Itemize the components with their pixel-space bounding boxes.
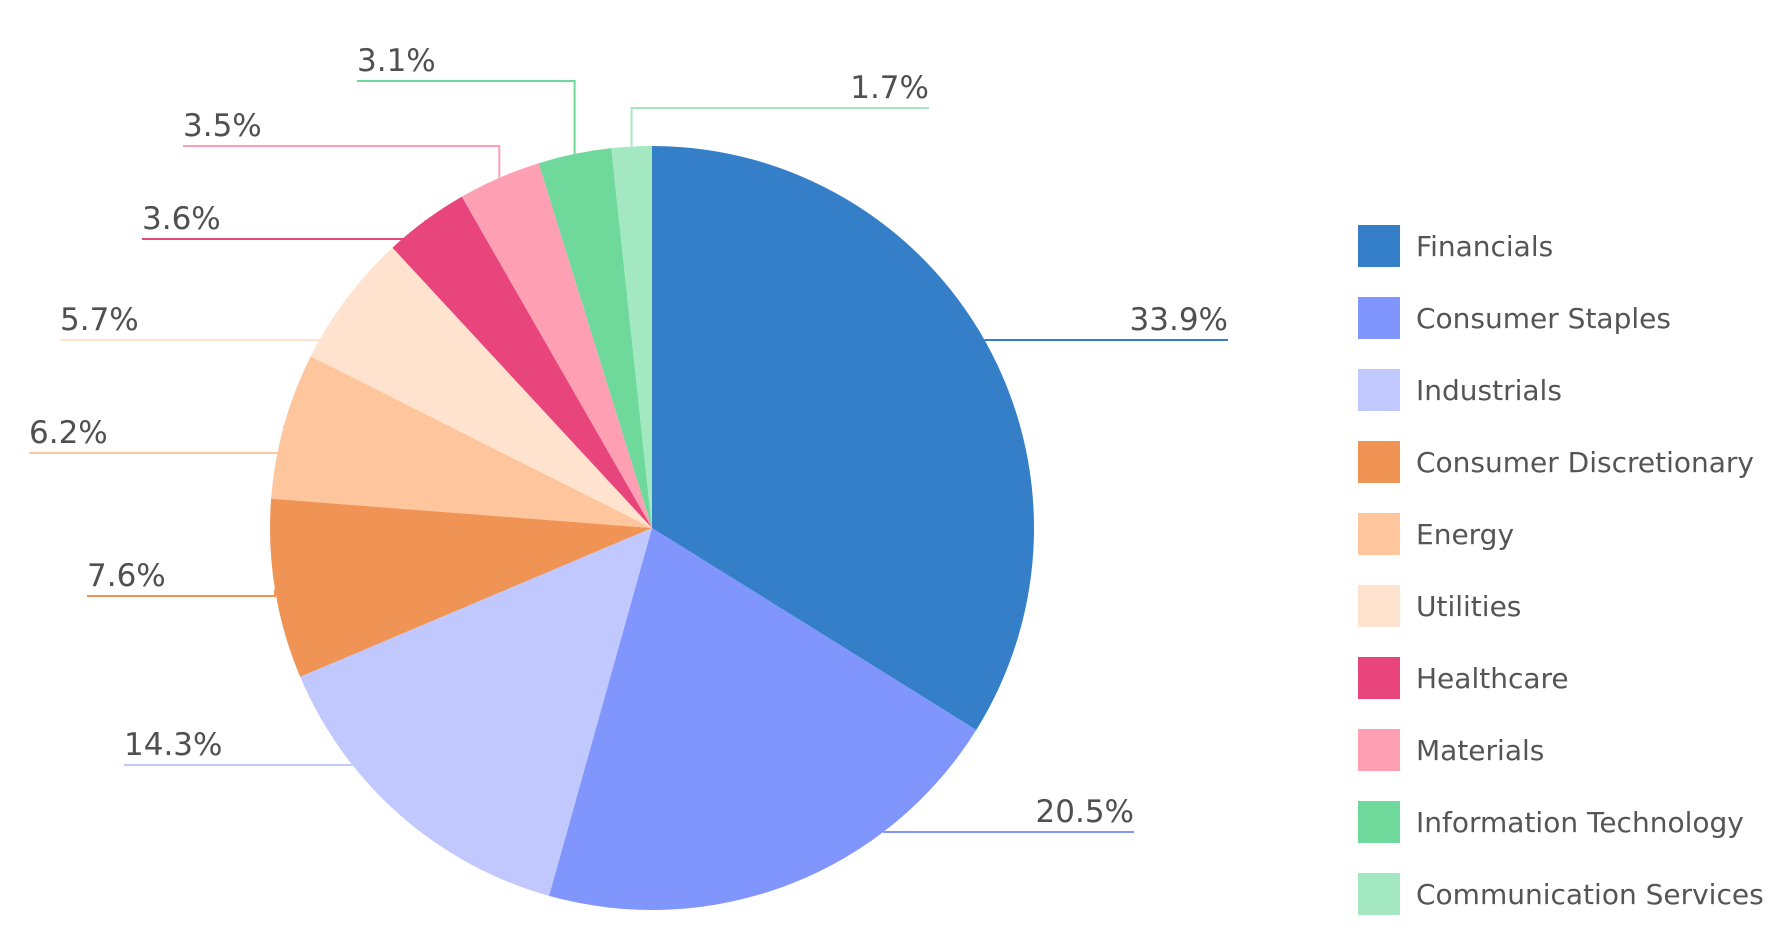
pie-slice-energy xyxy=(271,356,652,528)
leader-line-information-technology xyxy=(357,80,576,154)
legend-label-consumer-staples: Consumer Staples xyxy=(1416,302,1671,335)
pie-slice-information-technology xyxy=(538,148,652,529)
pie-slice-consumer-discretionary xyxy=(270,498,652,677)
pie-slice-utilities xyxy=(310,247,652,528)
slice-label-consumer-discretionary: 7.6% xyxy=(87,558,166,594)
slice-label-industrials: 14.3% xyxy=(124,727,222,763)
slice-label-financials: 33.9% xyxy=(1130,302,1228,338)
leader-line-energy xyxy=(29,425,285,454)
slice-label-healthcare: 3.6% xyxy=(142,201,221,237)
slice-label-communication-services: 1.7% xyxy=(850,70,929,106)
legend-swatch-communication-services xyxy=(1358,873,1400,915)
slice-labels: 33.9% 20.5% 14.3% 7.6% 6.2% 5.7% 3.6% 3.5% 3.1% 1… xyxy=(29,43,1228,830)
legend-swatch-industrials xyxy=(1358,369,1400,411)
leader-line-materials xyxy=(183,145,501,178)
legend-swatch-consumer-staples xyxy=(1358,297,1400,339)
legend-label-information-technology: Information Technology xyxy=(1416,806,1744,839)
slice-label-materials: 3.5% xyxy=(183,108,262,144)
legend-label-communication-services: Communication Services xyxy=(1416,878,1764,911)
legend-swatch-information-technology xyxy=(1358,801,1400,843)
slice-label-information-technology: 3.1% xyxy=(357,43,436,79)
leader-line-utilities xyxy=(60,298,348,341)
slice-label-utilities: 5.7% xyxy=(60,302,139,338)
legend-label-materials: Materials xyxy=(1416,734,1544,767)
pie-slice-materials xyxy=(461,163,652,528)
legend-swatch-utilities xyxy=(1358,585,1400,627)
pie-slices xyxy=(270,146,1034,911)
slice-label-energy: 6.2% xyxy=(29,415,108,451)
leader-line-consumer-discretionary xyxy=(87,589,276,597)
legend-label-utilities: Utilities xyxy=(1416,590,1521,623)
slice-label-consumer-staples: 20.5% xyxy=(1036,794,1134,830)
legend-label-financials: Financials xyxy=(1416,230,1553,263)
legend: Financials Consumer Staples Industrials Con… xyxy=(1358,225,1764,915)
legend-label-consumer-discretionary: Consumer Discretionary xyxy=(1416,446,1754,479)
legend-label-healthcare: Healthcare xyxy=(1416,662,1569,695)
legend-swatch-materials xyxy=(1358,729,1400,771)
legend-swatch-energy xyxy=(1358,513,1400,555)
pie-slice-communication-services xyxy=(611,146,652,528)
legend-label-energy: Energy xyxy=(1416,518,1514,551)
legend-label-industrials: Industrials xyxy=(1416,374,1562,407)
leader-lines xyxy=(29,80,1228,833)
leader-line-healthcare xyxy=(142,220,427,240)
leader-line-communication-services xyxy=(630,107,929,147)
pie-slice-consumer-staples xyxy=(548,528,977,911)
pie-slice-healthcare xyxy=(392,196,652,528)
pie-slice-industrials xyxy=(300,528,652,896)
legend-swatch-financials xyxy=(1358,225,1400,267)
legend-swatch-consumer-discretionary xyxy=(1358,441,1400,483)
pie-slice-financials xyxy=(652,146,1034,730)
legend-swatch-healthcare xyxy=(1358,657,1400,699)
